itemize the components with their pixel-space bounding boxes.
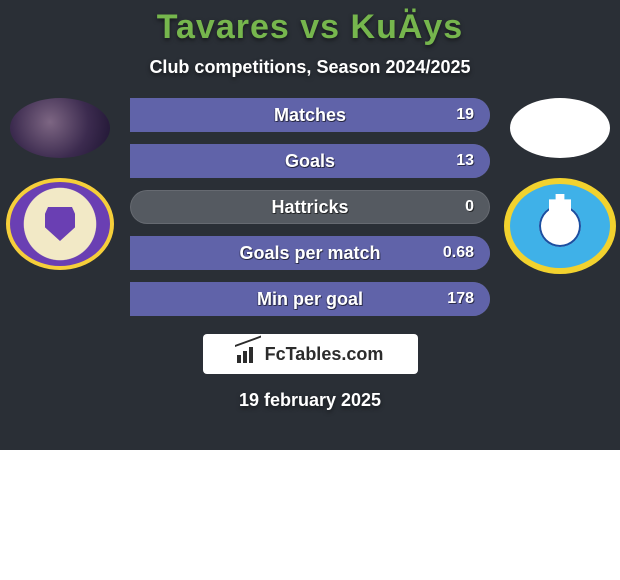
branding-text: FcTables.com: [265, 344, 384, 365]
stat-label: Matches: [130, 105, 490, 126]
page-title: Tavares vs KuÄys: [0, 8, 620, 47]
stat-value-right: 178: [447, 290, 474, 308]
stats-bars: Matches19 Goals13 Hattricks0 Goals per matc…: [120, 98, 500, 316]
stat-value-right: 0.68: [443, 244, 474, 262]
stat-label: Goals: [130, 151, 490, 172]
stat-bar: Goals13: [130, 144, 490, 178]
stat-bar: Matches19: [130, 98, 490, 132]
stat-label: Goals per match: [130, 243, 490, 264]
branding-badge[interactable]: FcTables.com: [203, 334, 418, 374]
stat-bar: Hattricks0: [130, 190, 490, 224]
stat-value-right: 13: [456, 152, 474, 170]
bar-chart-icon: [237, 345, 259, 363]
left-player-avatar: [10, 98, 110, 158]
left-side: [0, 98, 120, 270]
stat-value-right: 19: [456, 106, 474, 124]
footer-date: 19 february 2025: [0, 390, 620, 411]
stat-label: Hattricks: [130, 197, 490, 218]
right-side: [500, 98, 620, 274]
right-player-avatar: [510, 98, 610, 158]
left-player-club-badge: [6, 178, 114, 270]
page-subtitle: Club competitions, Season 2024/2025: [0, 57, 620, 78]
stat-bar: Min per goal178: [130, 282, 490, 316]
right-player-club-badge: [504, 178, 616, 274]
stat-label: Min per goal: [130, 289, 490, 310]
comparison-card: Tavares vs KuÄys Club competitions, Seas…: [0, 0, 620, 450]
stat-bar: Goals per match0.68: [130, 236, 490, 270]
stat-value-right: 0: [465, 198, 474, 216]
main-row: Matches19 Goals13 Hattricks0 Goals per matc…: [0, 98, 620, 316]
